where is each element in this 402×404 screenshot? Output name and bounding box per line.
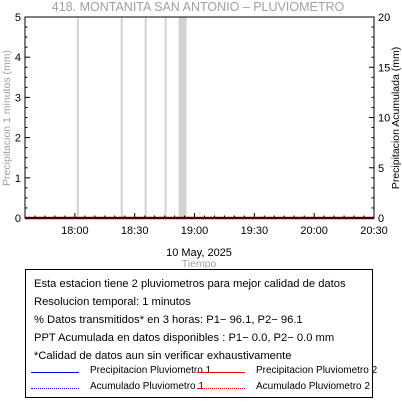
info-line: Esta estacion tiene 2 pluviometros para … [34, 278, 346, 290]
legend-label-acum2: Acumulado Pluviometro 2 [256, 381, 370, 392]
x-tick-label: 18:30 [121, 225, 149, 237]
missing-data-band [178, 17, 187, 218]
y-left-tick-label: 2 [15, 133, 21, 145]
missing-data-band [120, 17, 123, 218]
y-left-tick-label: 0 [15, 213, 21, 225]
x-axis-date: 10 May, 2025 [166, 247, 232, 259]
y-axis-right: 0 5 10 15 20 [369, 12, 390, 225]
legend-swatch-p2 [197, 372, 245, 373]
legend-label-acum1: Acumulado Pluviometro 1 [90, 381, 204, 392]
info-box: Esta estacion tiene 2 pluviometros para … [25, 269, 377, 398]
x-axis-label: Tiempo [182, 258, 217, 268]
info-line: Resolucion temporal: 1 minutos [34, 296, 191, 308]
y-right-tick-label: 20 [378, 12, 390, 24]
x-tick-label: 19:30 [241, 225, 269, 237]
rain-chart: 418. MONTANITA SAN ANTONIO – PLUVIOMETRO… [1, 0, 402, 268]
missing-data-band [144, 17, 147, 218]
x-tick-label: 20:00 [300, 225, 328, 237]
y-right-tick-label: 10 [378, 113, 390, 125]
info-line: PPT Acumulada en datos disponibles : P1−… [34, 332, 335, 344]
y-axis-right-label: Precipitacion Acumulada (mm) [390, 47, 402, 189]
missing-data-band [76, 17, 79, 218]
chart-title: 418. MONTANITA SAN ANTONIO – PLUVIOMETRO [52, 0, 345, 14]
info-line: *Calidad de datos aun sin verificar exha… [34, 350, 292, 362]
missing-data-bands [76, 17, 187, 218]
y-left-tick-label: 3 [15, 92, 21, 104]
x-tick-label: 19:00 [181, 225, 209, 237]
y-left-tick-label: 5 [15, 12, 21, 24]
x-axis: 18:00 18:30 19:00 19:30 20:00 20:30 [24, 213, 388, 237]
legend-label-p2: Precipitacion Pluviometro 2 [256, 365, 378, 376]
legend-swatch-acum1 [31, 388, 79, 389]
y-right-tick-label: 0 [378, 213, 384, 225]
y-axis-left: 0 1 2 3 4 5 [15, 12, 30, 225]
y-right-tick-label: 15 [378, 62, 390, 74]
x-tick-label: 18:00 [61, 225, 89, 237]
info-line: % Datos transmitidos* en 3 horas: P1− 96… [34, 314, 303, 326]
legend-swatch-p1 [31, 372, 79, 373]
y-axis-left-label: Precipitacion 1 minutos (mm) [1, 50, 13, 186]
missing-data-band [164, 17, 167, 218]
y-left-tick-label: 1 [15, 173, 21, 185]
y-right-tick-label: 5 [378, 163, 384, 175]
x-tick-label: 20:30 [360, 225, 388, 237]
legend-label-p1: Precipitacion Pluviometro 1 [90, 365, 212, 376]
y-left-tick-label: 4 [15, 52, 21, 64]
legend-swatch-acum2 [197, 388, 245, 389]
